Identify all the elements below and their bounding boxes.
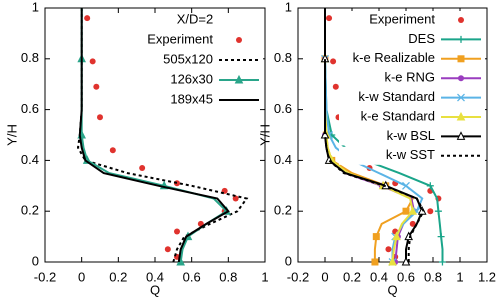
y-tick-label: 0 <box>285 253 292 268</box>
legend-label: k-e RNG <box>384 70 435 85</box>
legend-label: 505x120 <box>163 51 213 66</box>
legend-bg <box>129 31 263 49</box>
legend-bg <box>129 51 263 69</box>
x-tick-label: 0.6 <box>183 269 201 284</box>
point <box>164 246 171 253</box>
point <box>427 208 434 215</box>
legend-marker <box>236 37 242 43</box>
point <box>84 15 91 22</box>
point <box>332 83 339 90</box>
point <box>438 258 446 266</box>
point <box>174 228 180 235</box>
legend-bg <box>339 108 485 126</box>
point <box>388 256 397 266</box>
x-tick-label: 0 <box>321 269 328 284</box>
y-tick-label: 0.8 <box>21 50 39 65</box>
point <box>392 231 401 241</box>
point <box>93 83 100 90</box>
y-axis-label: Y/H <box>4 124 19 146</box>
point <box>408 206 418 215</box>
point <box>437 233 445 241</box>
x-tick-label: 0.8 <box>219 269 237 284</box>
legend-label: k-w BSL <box>387 128 435 143</box>
legend-label: k-w Standard <box>358 89 435 104</box>
legend-marker <box>457 35 465 43</box>
legend-label: k-w SST <box>386 147 435 162</box>
legend-bg <box>339 11 485 29</box>
point <box>89 58 96 65</box>
y-tick-label: 0.6 <box>274 101 292 116</box>
y-tick-label: 1 <box>32 0 39 14</box>
point <box>371 258 379 266</box>
annotation: X/D=2 <box>177 11 214 26</box>
x-tick-label: 0.4 <box>370 269 388 284</box>
point <box>402 207 410 215</box>
point <box>385 246 392 253</box>
point <box>109 147 116 154</box>
y-tick-label: 0.4 <box>274 152 292 167</box>
y-tick-label: 1 <box>285 0 292 14</box>
point <box>402 181 410 190</box>
legend-bg <box>339 88 485 107</box>
point <box>409 220 416 227</box>
x-tick-label: 0.8 <box>424 269 442 284</box>
x-tick-label: 0.4 <box>146 269 164 284</box>
legend-bg <box>339 146 485 165</box>
x-tick-label: 1 <box>456 269 463 284</box>
legend-label: Experiment <box>369 11 435 26</box>
x-tick-label: 0.6 <box>397 269 415 284</box>
legend-label: k-e Standard <box>361 108 435 123</box>
series-line <box>324 8 425 262</box>
point <box>330 58 337 65</box>
legend-label: 189x45 <box>170 91 213 106</box>
point <box>232 195 239 202</box>
y-tick-label: 0.6 <box>21 101 39 116</box>
legend-label: DES <box>408 31 435 46</box>
y-tick-label: 0.4 <box>21 152 39 167</box>
x-tick-label: -0.2 <box>34 269 56 284</box>
point <box>97 114 103 121</box>
legend-bg <box>339 49 485 68</box>
legend-marker <box>457 93 465 102</box>
legend-bg <box>339 30 485 49</box>
y-tick-label: 0.8 <box>274 50 292 65</box>
x-axis-label: Q <box>150 282 160 297</box>
x-axis-label: Q <box>387 282 397 297</box>
point <box>434 207 442 215</box>
x-tick-label: 0 <box>78 269 85 284</box>
y-tick-label: 0 <box>32 253 39 268</box>
legend-label: 126x30 <box>170 71 213 86</box>
legend-marker <box>458 75 464 82</box>
legend-marker <box>456 131 466 140</box>
x-tick-label: 1 <box>261 269 268 284</box>
x-tick-label: 0.2 <box>109 269 127 284</box>
point <box>326 15 333 22</box>
legend-bg <box>129 71 263 89</box>
legend-label: k-e Realizable <box>353 50 435 65</box>
x-tick-label: -0.2 <box>287 269 309 284</box>
legend-marker <box>458 17 464 23</box>
x-tick-label: 0.2 <box>343 269 361 284</box>
y-tick-label: 0.2 <box>274 203 292 218</box>
legend-bg <box>339 127 485 146</box>
legend-marker <box>456 111 466 121</box>
y-tick-label: 0.2 <box>21 203 39 218</box>
point <box>139 165 146 172</box>
legend-marker <box>457 55 465 63</box>
y-axis-label: Y/H <box>257 124 272 146</box>
point <box>372 233 380 241</box>
series-line <box>78 8 230 263</box>
legend-label: Experiment <box>147 31 213 46</box>
legend-marker <box>234 74 244 84</box>
point <box>426 182 434 190</box>
legend-bg <box>339 69 485 88</box>
legend-bg <box>129 91 263 109</box>
x-tick-label: 1.2 <box>478 269 496 284</box>
